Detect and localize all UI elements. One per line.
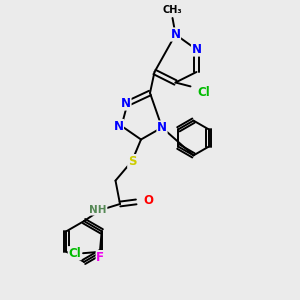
Text: F: F <box>96 250 104 264</box>
Text: Cl: Cl <box>68 247 81 260</box>
Text: NH: NH <box>89 205 107 215</box>
Text: N: N <box>121 97 131 110</box>
Text: N: N <box>157 121 167 134</box>
Text: N: N <box>170 28 181 41</box>
Text: N: N <box>113 119 124 133</box>
Text: S: S <box>128 154 136 168</box>
Text: Cl: Cl <box>197 85 210 99</box>
Text: CH₃: CH₃ <box>163 4 182 15</box>
Text: N: N <box>191 43 202 56</box>
Text: O: O <box>143 194 153 208</box>
